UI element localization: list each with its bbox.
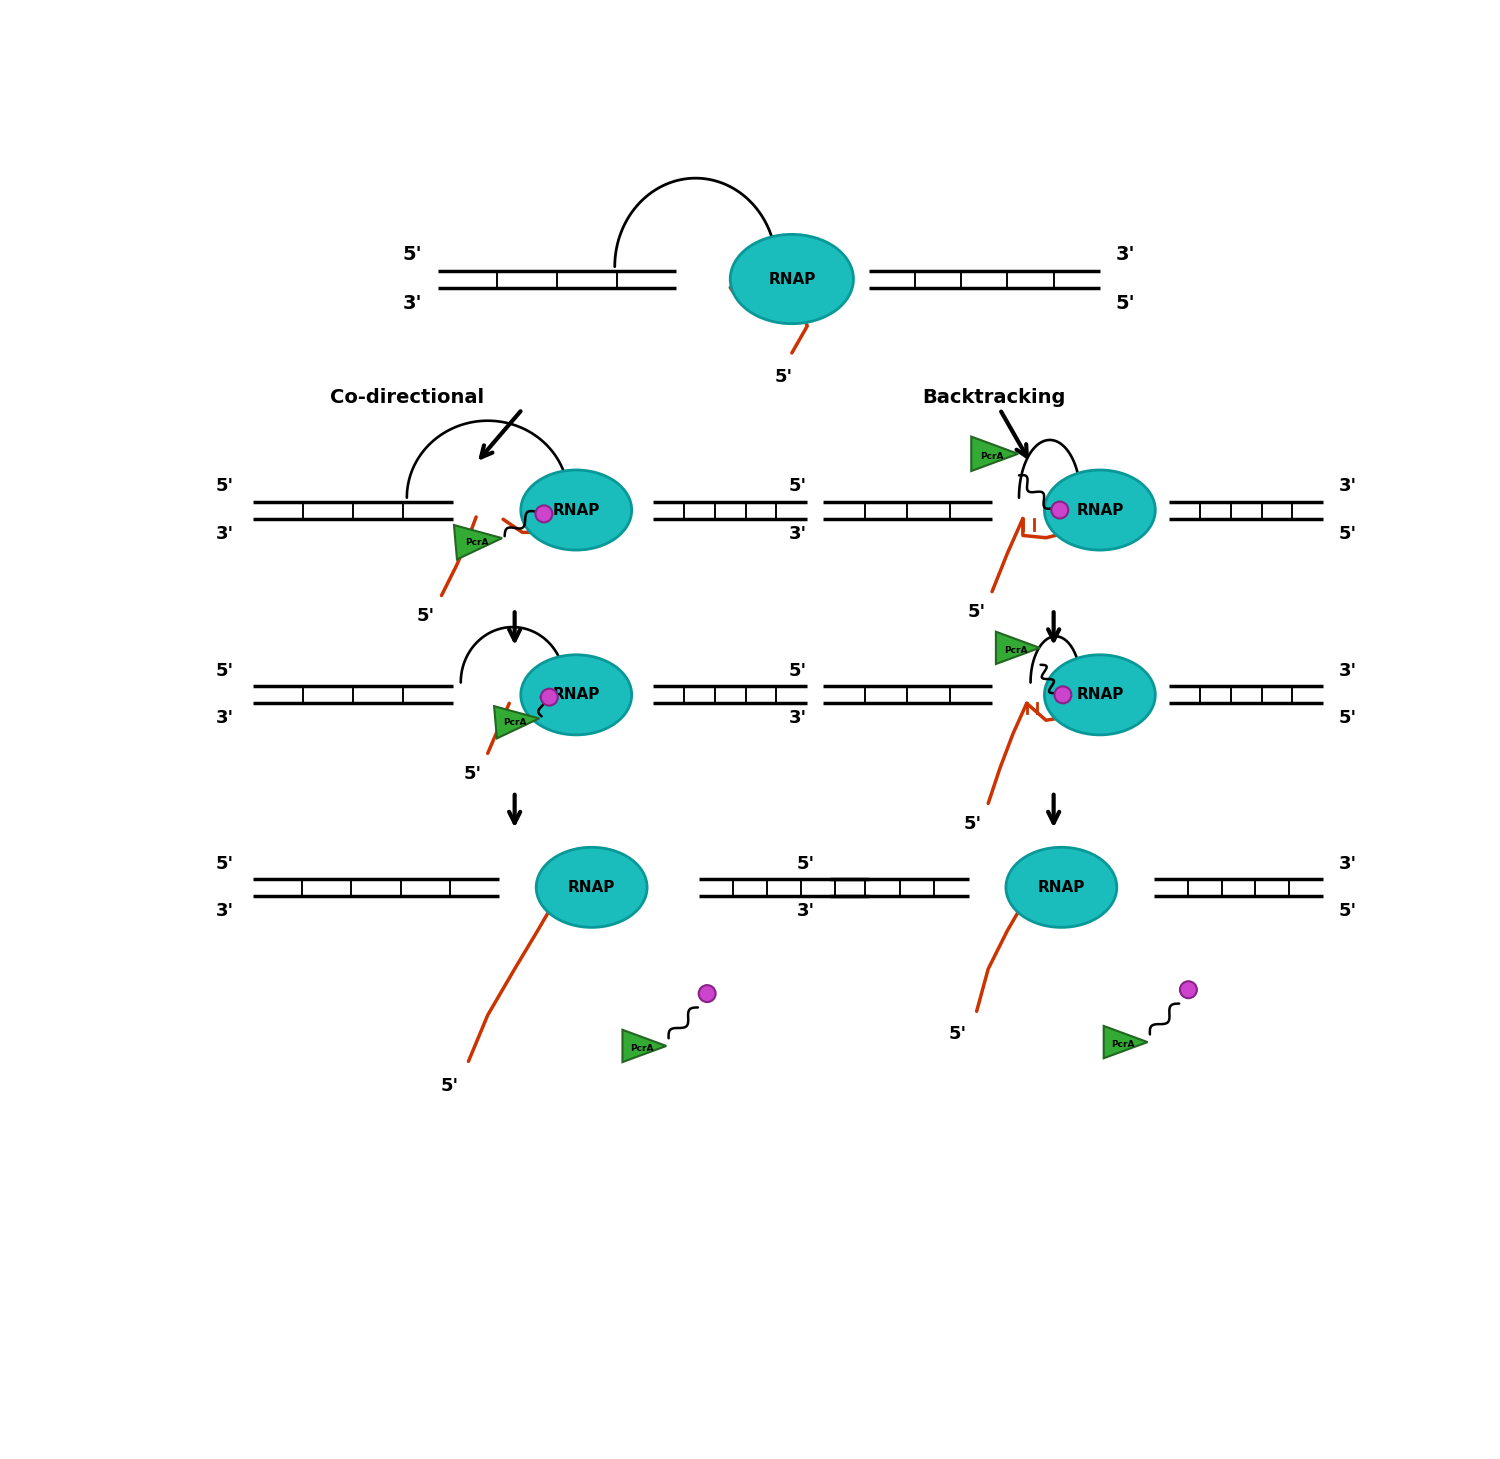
Text: 5': 5' bbox=[464, 765, 482, 783]
Text: 5': 5' bbox=[1338, 709, 1356, 728]
Polygon shape bbox=[996, 632, 1039, 664]
Circle shape bbox=[1052, 502, 1068, 518]
Text: 5': 5' bbox=[789, 662, 807, 680]
Text: 3': 3' bbox=[1114, 245, 1134, 264]
Text: 3': 3' bbox=[796, 902, 814, 921]
Text: 3': 3' bbox=[789, 525, 807, 543]
Text: 5': 5' bbox=[1338, 525, 1356, 543]
Circle shape bbox=[536, 505, 552, 522]
Text: RNAP: RNAP bbox=[568, 880, 615, 894]
Text: Co-directional: Co-directional bbox=[330, 388, 484, 407]
Circle shape bbox=[542, 689, 558, 706]
Text: RNAP: RNAP bbox=[1038, 880, 1084, 894]
Ellipse shape bbox=[730, 235, 854, 324]
Text: 3': 3' bbox=[216, 902, 234, 921]
Text: PcrA: PcrA bbox=[1004, 646, 1028, 655]
Text: 3': 3' bbox=[789, 709, 807, 728]
Text: 5': 5' bbox=[1114, 293, 1136, 312]
Circle shape bbox=[1180, 982, 1197, 998]
Text: RNAP: RNAP bbox=[552, 687, 600, 702]
Ellipse shape bbox=[520, 655, 632, 735]
Text: PcrA: PcrA bbox=[504, 718, 526, 728]
Circle shape bbox=[1054, 686, 1071, 703]
Text: 5': 5' bbox=[417, 607, 435, 624]
Text: 3': 3' bbox=[1338, 855, 1356, 872]
Text: RNAP: RNAP bbox=[1076, 687, 1124, 702]
Text: PcrA: PcrA bbox=[1112, 1040, 1136, 1049]
Polygon shape bbox=[454, 525, 503, 559]
Polygon shape bbox=[972, 436, 1018, 471]
Text: 5': 5' bbox=[776, 368, 794, 387]
Ellipse shape bbox=[536, 848, 646, 928]
Circle shape bbox=[699, 985, 715, 1002]
Ellipse shape bbox=[1007, 848, 1118, 928]
Ellipse shape bbox=[1044, 470, 1155, 550]
Text: 5': 5' bbox=[440, 1077, 459, 1094]
Text: 5': 5' bbox=[402, 245, 423, 264]
Text: 3': 3' bbox=[402, 293, 423, 312]
Text: 5': 5' bbox=[1338, 902, 1356, 921]
Text: PcrA: PcrA bbox=[981, 452, 1004, 461]
Polygon shape bbox=[1104, 1026, 1148, 1058]
Text: 3': 3' bbox=[1338, 477, 1356, 496]
Text: 5': 5' bbox=[789, 477, 807, 496]
Text: RNAP: RNAP bbox=[768, 271, 816, 286]
Text: 5': 5' bbox=[968, 603, 986, 622]
Polygon shape bbox=[494, 706, 538, 738]
Text: 5': 5' bbox=[796, 855, 814, 872]
Text: 3': 3' bbox=[216, 525, 234, 543]
Text: 5': 5' bbox=[948, 1026, 966, 1043]
Text: 3': 3' bbox=[216, 709, 234, 728]
Ellipse shape bbox=[1044, 655, 1155, 735]
Text: PcrA: PcrA bbox=[630, 1043, 654, 1053]
Text: 5': 5' bbox=[963, 816, 982, 833]
Text: RNAP: RNAP bbox=[1076, 502, 1124, 518]
Text: PcrA: PcrA bbox=[465, 538, 489, 547]
Text: 5': 5' bbox=[216, 662, 234, 680]
Text: RNAP: RNAP bbox=[552, 502, 600, 518]
Text: 3': 3' bbox=[1338, 662, 1356, 680]
Text: 5': 5' bbox=[216, 477, 234, 496]
Ellipse shape bbox=[520, 470, 632, 550]
Text: Backtracking: Backtracking bbox=[922, 388, 1066, 407]
Polygon shape bbox=[622, 1030, 666, 1062]
Text: 5': 5' bbox=[216, 855, 234, 872]
